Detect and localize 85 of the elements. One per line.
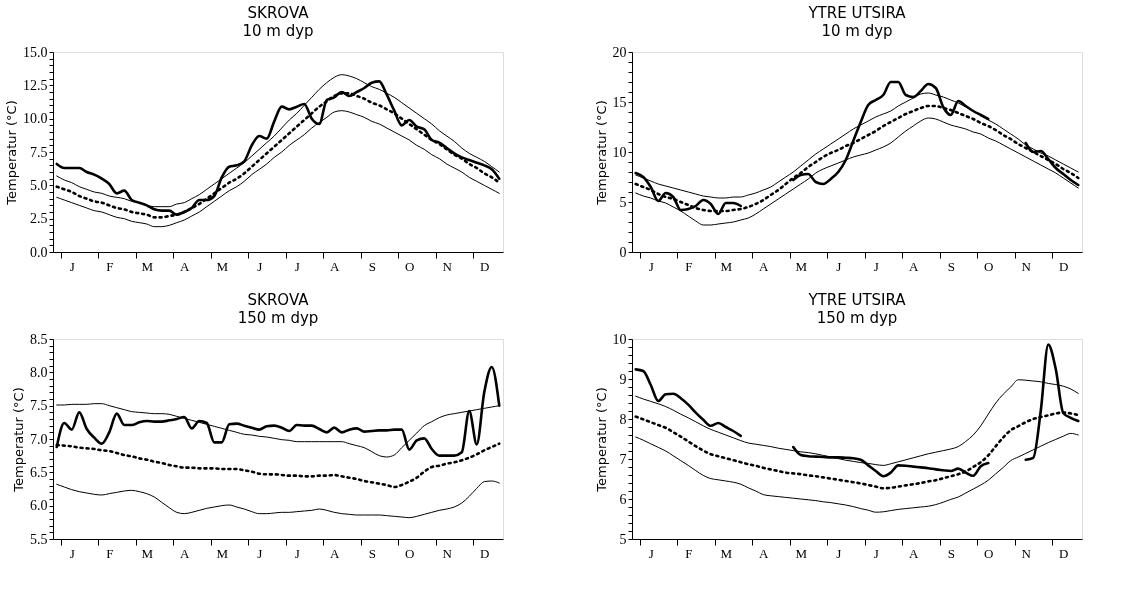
x-tick-label: A (180, 545, 191, 561)
y-tick-label: 5 (619, 531, 627, 547)
y-tick-label: 7.5 (30, 144, 48, 160)
x-tick-label: J (69, 545, 75, 561)
chart-subtitle: 10 m dyp (242, 22, 314, 40)
x-tick-label: A (909, 545, 920, 561)
x-tick-label: J (294, 258, 300, 274)
x-tick-label: N (1021, 545, 1032, 561)
x-tick-label: A (180, 258, 191, 274)
y-tick-label: 0.0 (30, 244, 48, 260)
x-tick-label: F (685, 545, 693, 561)
x-tick-label: M (795, 545, 808, 561)
y-tick-label: 10.0 (23, 111, 48, 127)
x-tick-label: M (216, 258, 229, 274)
chart-subtitle: 10 m dyp (821, 22, 893, 40)
x-tick-label: N (442, 545, 453, 561)
x-tick-label: J (873, 258, 879, 274)
x-tick-label: A (759, 545, 770, 561)
y-tick-label: 15 (612, 94, 627, 110)
x-tick-label: M (216, 545, 229, 561)
y-tick-label: 10 (612, 331, 627, 347)
y-tick-label: 7.0 (30, 431, 48, 447)
x-tick-label: A (759, 258, 770, 274)
y-tick-label: 8.5 (30, 331, 48, 347)
y-tick-label: 0 (619, 244, 627, 260)
x-tick-label: S (368, 545, 376, 561)
y-tick-label: 7 (619, 451, 627, 467)
y-tick-label: 20 (612, 44, 627, 60)
y-tick-label: 5.5 (30, 531, 48, 547)
x-tick-label: M (795, 258, 808, 274)
x-tick-label: M (720, 258, 733, 274)
chart-subtitle: 150 m dyp (237, 309, 319, 327)
x-tick-label: N (442, 258, 453, 274)
x-tick-label: S (947, 258, 955, 274)
chart-title: SKROVA (247, 291, 310, 309)
x-tick-label: S (947, 545, 955, 561)
x-tick-label: F (106, 258, 114, 274)
x-tick-label: A (909, 258, 920, 274)
x-tick-label: J (836, 258, 842, 274)
y-tick-label: 6 (619, 491, 627, 507)
y-axis-title: Temperatur (°C) (11, 387, 26, 493)
x-tick-label: J (257, 545, 263, 561)
x-tick-label: A (330, 258, 341, 274)
y-tick-label: 5 (619, 194, 627, 210)
x-tick-label: J (836, 545, 842, 561)
chart-title: YTRE UTSIRA (807, 4, 907, 22)
x-tick-label: N (1021, 258, 1032, 274)
x-tick-label: O (984, 545, 994, 561)
x-tick-label: D (1059, 258, 1069, 274)
y-tick-label: 5.0 (30, 177, 48, 193)
y-tick-label: 8 (619, 411, 627, 427)
x-tick-label: D (480, 258, 490, 274)
x-tick-label: J (648, 545, 654, 561)
x-tick-label: J (257, 258, 263, 274)
x-tick-label: O (405, 258, 415, 274)
y-tick-label: 2.5 (30, 211, 48, 227)
y-tick-label: 8.0 (30, 364, 48, 380)
y-tick-label: 12.5 (23, 77, 48, 93)
chart-title: SKROVA (247, 4, 310, 22)
x-tick-label: M (720, 545, 733, 561)
y-axis-title: Temperatur (°C) (593, 387, 609, 493)
x-tick-label: A (330, 545, 341, 561)
x-tick-label: J (69, 258, 75, 274)
x-tick-label: J (648, 258, 654, 274)
x-tick-label: M (141, 258, 154, 274)
y-tick-label: 15.0 (23, 44, 48, 60)
x-tick-label: D (480, 545, 490, 561)
x-tick-label: O (405, 545, 415, 561)
chart-title: YTRE UTSIRA (807, 291, 907, 309)
y-tick-label: 6.5 (30, 464, 48, 480)
y-tick-label: 9 (619, 371, 627, 387)
y-tick-label: 6.0 (30, 498, 48, 514)
x-tick-label: J (873, 545, 879, 561)
x-tick-label: O (984, 258, 994, 274)
x-tick-label: J (294, 545, 300, 561)
x-tick-label: M (141, 545, 154, 561)
y-axis-title: Temperatur (°C) (593, 100, 609, 206)
x-tick-label: D (1059, 545, 1069, 561)
x-tick-label: S (368, 258, 376, 274)
y-tick-label: 7.5 (30, 398, 48, 414)
x-tick-label: F (106, 545, 114, 561)
chart-subtitle: 150 m dyp (816, 309, 898, 327)
x-tick-label: F (685, 258, 693, 274)
y-axis-title: Temperatur (°C) (4, 100, 19, 206)
y-tick-label: 10 (612, 144, 627, 160)
